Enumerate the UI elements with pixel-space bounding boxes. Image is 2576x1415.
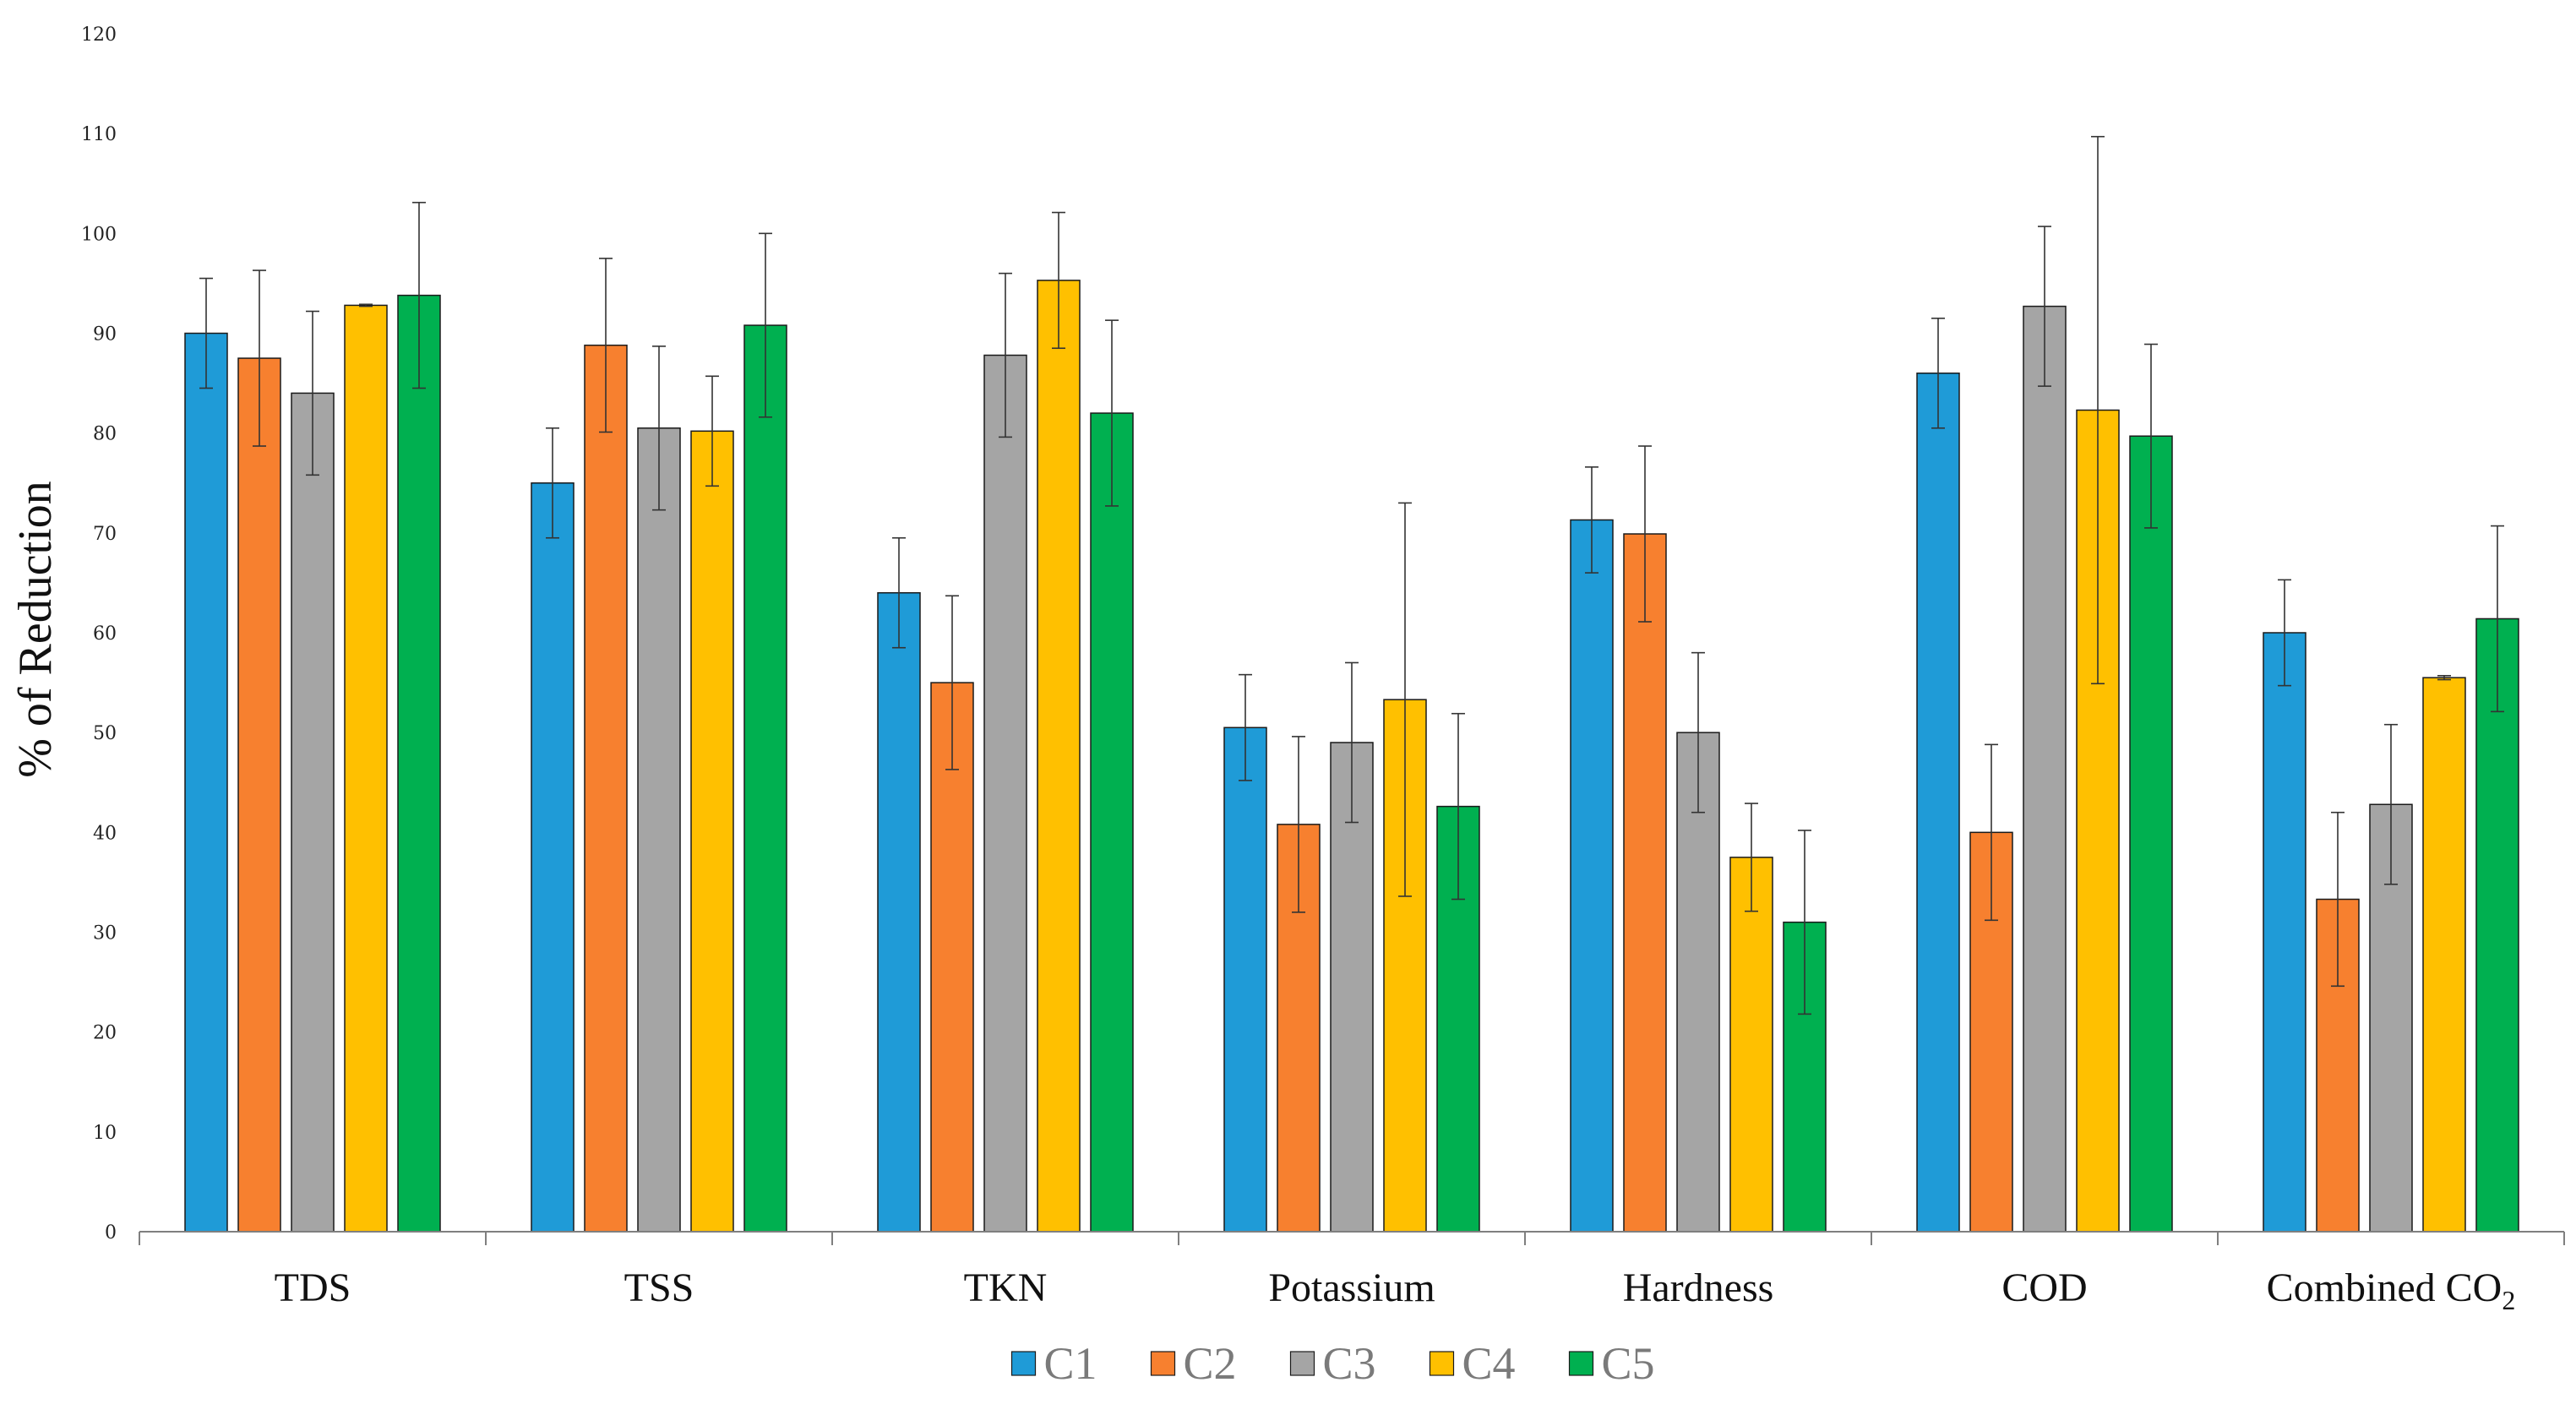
bar [344, 304, 388, 1233]
y-axis-ticks: 0 10 20 30 40 50 60 70 80 90 100 110 120 [81, 24, 117, 1244]
bar [584, 344, 628, 1233]
category-label: Hardness [1623, 1265, 1774, 1310]
bar [291, 392, 335, 1233]
legend-swatch [1010, 1351, 1037, 1376]
bar [743, 324, 787, 1233]
category-label: Potassium [1268, 1265, 1435, 1310]
y-tick-label: 110 [81, 124, 117, 145]
bar [2422, 677, 2466, 1233]
y-tick-label: 70 [93, 524, 117, 545]
y-tick-label: 50 [93, 723, 117, 744]
bar [690, 430, 734, 1233]
bar [1729, 857, 1773, 1233]
y-tick-label: 20 [93, 1023, 117, 1044]
bar [877, 591, 921, 1233]
y-axis-title: % of Reduction [9, 481, 62, 777]
error-bars-layer [199, 135, 2504, 1015]
bar [1570, 519, 1614, 1233]
category-label: COD [2001, 1265, 2087, 1310]
y-tick-label: 10 [93, 1123, 117, 1144]
y-tick-label: 90 [93, 324, 117, 346]
y-tick-label: 60 [93, 623, 117, 645]
bar [1037, 280, 1081, 1233]
legend-swatch [1568, 1351, 1594, 1376]
y-tick-label: 100 [81, 224, 117, 245]
legend: C1 C2 C3 C4 C5 [1010, 1338, 1655, 1389]
category-label: Combined CO2 [2267, 1265, 2516, 1315]
legend-swatch [1289, 1351, 1315, 1376]
legend-label: C4 [1462, 1338, 1516, 1389]
bar [184, 332, 228, 1233]
legend-label: C1 [1044, 1338, 1097, 1389]
y-tick-label: 40 [93, 823, 117, 844]
bar [1277, 824, 1321, 1233]
x-axis: TDS TSS TKN Potassium Hardness COD Combined CO… [139, 1231, 2565, 1315]
bar [237, 357, 281, 1233]
bar [1916, 373, 1960, 1233]
bar [1676, 732, 1720, 1233]
y-tick-label: 0 [105, 1222, 117, 1244]
bar [2023, 305, 2067, 1233]
bar [531, 482, 575, 1233]
bars-layer [184, 280, 2519, 1233]
y-tick-label: 80 [93, 424, 117, 445]
legend-swatch [1429, 1351, 1455, 1376]
bar [983, 354, 1027, 1233]
bar [1623, 533, 1667, 1233]
legend-label: C3 [1323, 1338, 1376, 1389]
category-label: TKN [964, 1265, 1048, 1310]
bar [930, 682, 974, 1233]
bar [1090, 412, 1134, 1233]
category-label: TDS [275, 1265, 351, 1310]
bar [397, 294, 441, 1233]
legend-swatch [1150, 1351, 1176, 1376]
category-label: TSS [624, 1265, 694, 1310]
bar [1223, 727, 1267, 1233]
bar [2263, 632, 2306, 1233]
legend-label: C5 [1602, 1338, 1655, 1389]
bar [2129, 435, 2173, 1233]
y-tick-label: 30 [93, 923, 117, 944]
bar [637, 427, 681, 1233]
y-tick-label: 120 [81, 24, 117, 46]
bar [1330, 742, 1374, 1233]
legend-label: C2 [1184, 1338, 1237, 1389]
